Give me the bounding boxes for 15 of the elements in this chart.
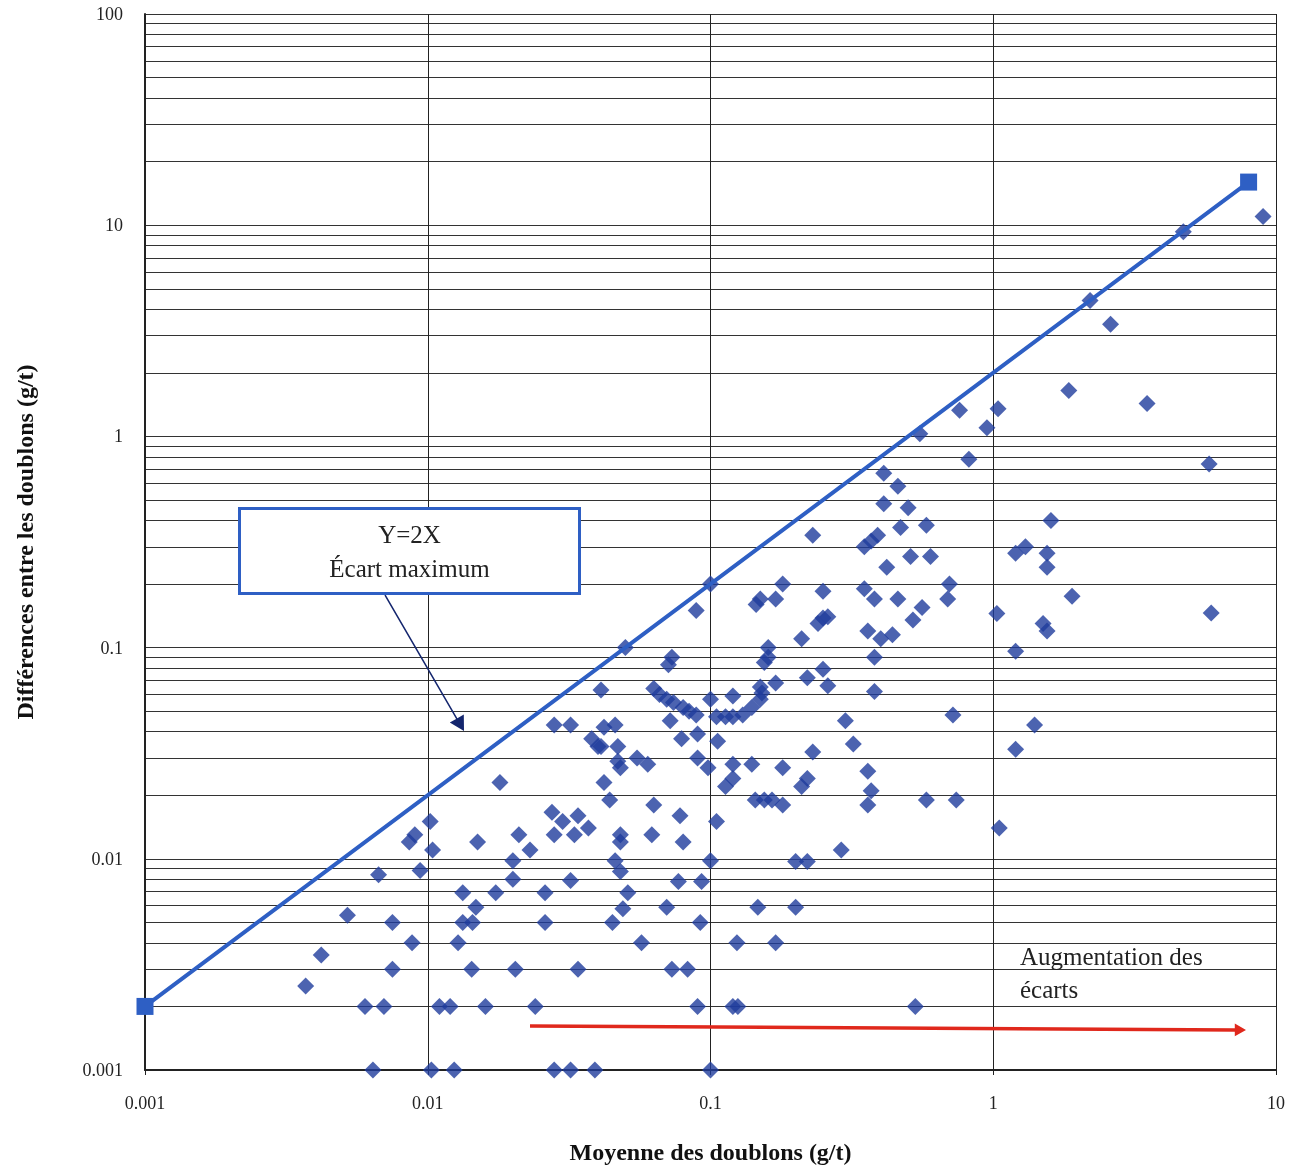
x-tick-label: 0.01 (412, 1093, 444, 1113)
x-tick-label: 0.1 (699, 1093, 722, 1113)
y-tick-label: 0.001 (82, 1060, 123, 1080)
x-tick-label: 1 (988, 1093, 998, 1113)
x-tick-label: 10 (1267, 1093, 1285, 1113)
x-axis-title: Moyenne des doublons (g/t) (569, 1139, 852, 1165)
callout-box: Y=2X Écart maximum (238, 507, 581, 595)
y-tick-label: 0.1 (100, 637, 123, 658)
y-axis-title: Différences entre les doublons (g/t) (12, 364, 38, 720)
y-tick-label: 1 (114, 426, 123, 447)
x-tick-label: 0.001 (124, 1093, 166, 1113)
y-tick-label: 0.01 (91, 848, 123, 869)
y-tick-label: 10 (105, 215, 123, 236)
annotation: Augmentation des écarts (1020, 942, 1204, 1005)
y-tick-label: 100 (96, 4, 123, 24)
